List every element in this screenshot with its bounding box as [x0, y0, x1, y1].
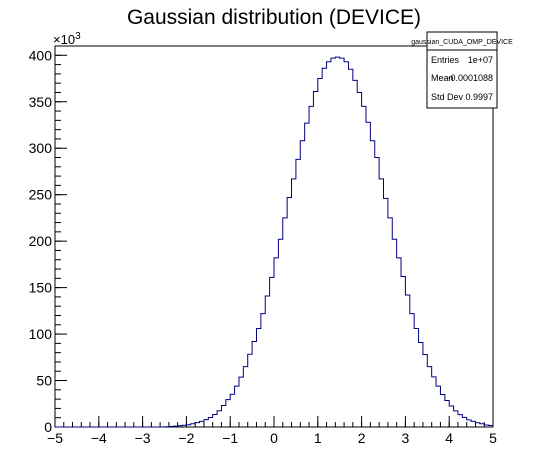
- y-tick-label: 100: [29, 326, 53, 342]
- axis-ticks: [54, 45, 494, 428]
- x-tick-label: 4: [445, 430, 453, 446]
- stats-stddev-value: 0.9997: [465, 92, 493, 102]
- x-tick-label: −5: [47, 430, 63, 446]
- histogram-series-line: [55, 56, 493, 428]
- x-tick-label: 3: [402, 430, 410, 446]
- stats-entries-label: Entries: [431, 55, 460, 65]
- x-tick-label: 5: [489, 430, 497, 446]
- x-tick-label: 2: [358, 430, 366, 446]
- y-axis-multiplier-exponent: 3: [75, 31, 81, 42]
- stats-entries-value: 1e+07: [468, 55, 493, 65]
- y-tick-label: 150: [29, 280, 53, 296]
- y-tick-label: 50: [36, 373, 52, 389]
- y-tick-label: 0: [44, 419, 52, 435]
- y-tick-label: 250: [29, 187, 53, 203]
- y-tick-label: 350: [29, 94, 53, 110]
- stats-box: gaussian_CUDA_OMP_DEVICE Entries 1e+07 M…: [411, 31, 513, 109]
- x-tick-label: 0: [270, 430, 278, 446]
- y-axis-multiplier-base: ×10: [53, 32, 75, 47]
- chart-title: Gaussian distribution (DEVICE): [127, 6, 421, 29]
- y-tick-labels: 0 50 100 150 200 250 300 350 400: [29, 47, 53, 435]
- x-tick-label: −2: [178, 430, 194, 446]
- y-tick-label: 200: [29, 233, 53, 249]
- stats-mean-label: Mean: [431, 73, 454, 83]
- stats-box-name: gaussian_CUDA_OMP_DEVICE: [411, 39, 513, 46]
- x-tick-label: 1: [314, 430, 322, 446]
- y-tick-label: 300: [29, 140, 53, 156]
- y-axis-multiplier: ×103: [53, 31, 81, 47]
- x-tick-label: −3: [135, 430, 151, 446]
- x-tick-label: −4: [91, 430, 107, 446]
- stats-stddev-label: Std Dev: [431, 92, 464, 102]
- x-tick-labels: −5 −4 −3 −2 −1 0 1 2 3 4 5: [47, 430, 497, 446]
- stats-mean-value: −0.0001088: [445, 73, 493, 83]
- y-tick-label: 400: [29, 47, 53, 63]
- stats-box-frame: [426, 31, 498, 109]
- x-tick-label: −1: [222, 430, 238, 446]
